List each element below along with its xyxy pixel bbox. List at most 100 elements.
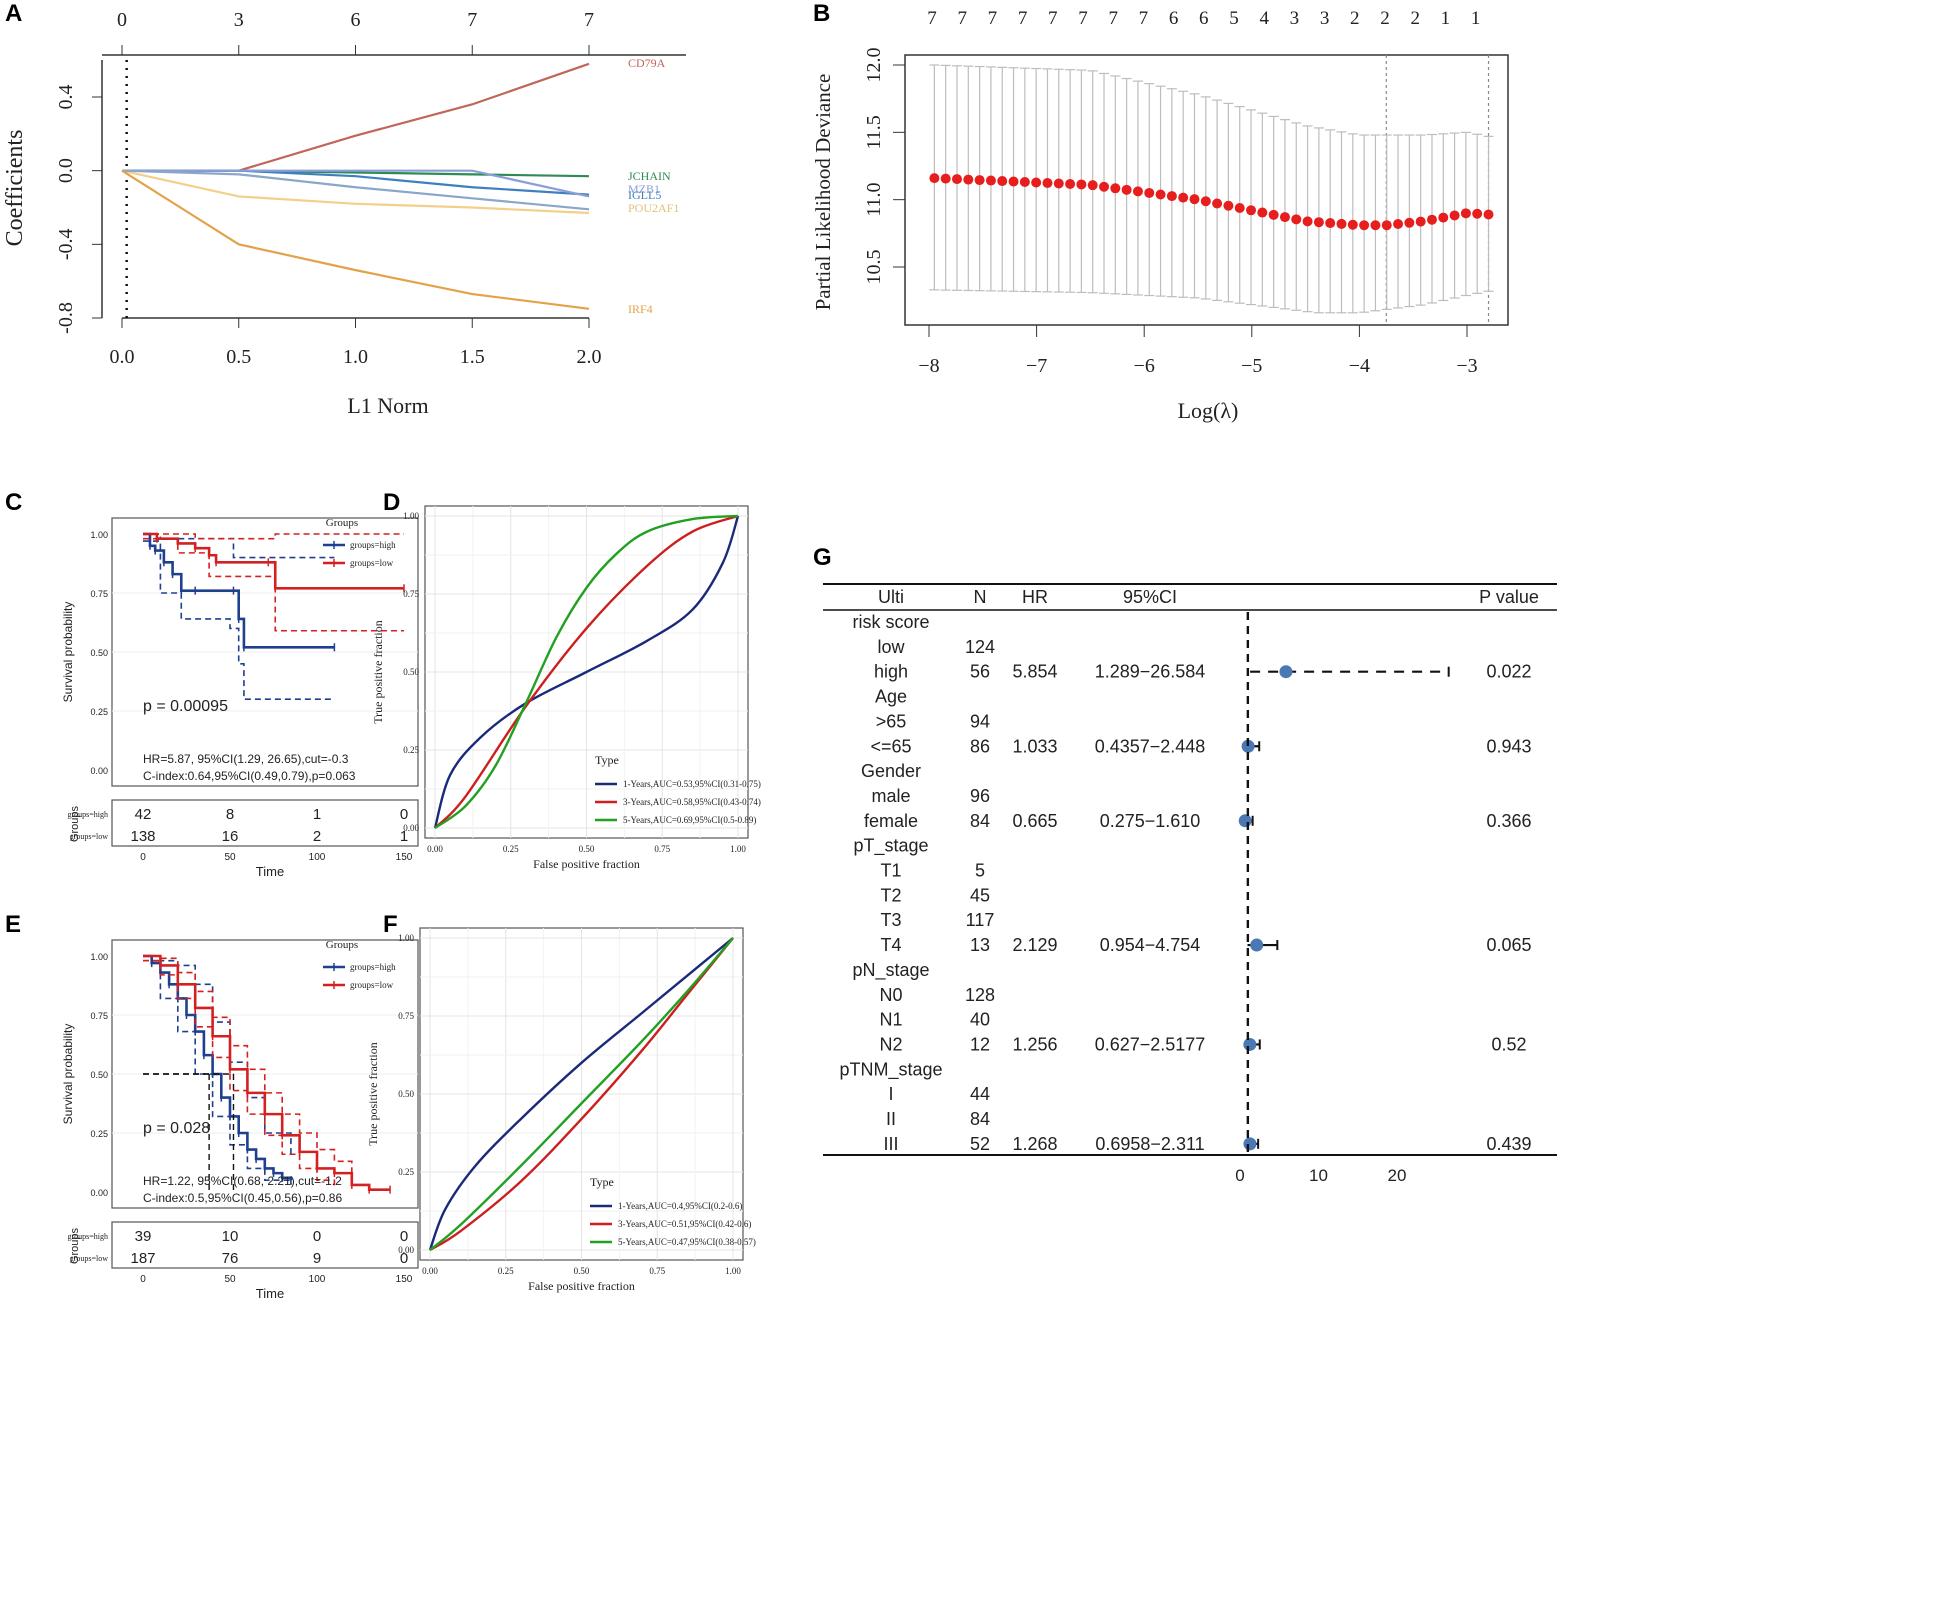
row-n: 94 — [970, 711, 990, 731]
roc-curve-1-year — [428, 937, 734, 1251]
x-tick-label: 1.5 — [460, 346, 485, 368]
deviance-point — [929, 173, 940, 184]
top-count-label: 7 — [1048, 8, 1058, 29]
y-tick-label: 0.00 — [398, 1245, 414, 1255]
panel-label-g: G — [813, 544, 832, 571]
row-label: female — [864, 811, 918, 831]
deviance-point — [997, 176, 1008, 187]
deviance-point — [1483, 209, 1494, 220]
x-tick-label: 10 — [1309, 1166, 1328, 1185]
row-ci: 1.289−26.584 — [1095, 662, 1206, 682]
risk-row-label: groups=low — [70, 832, 109, 841]
deviance-point — [1302, 216, 1313, 227]
panel-f-roc: 0.00 0.25 0.50 0.75 1.00 0.00 0.25 0.50 0.75 1.00… — [366, 927, 756, 1293]
coef-line-series-5 — [121, 169, 590, 211]
risk-count: 187 — [130, 1250, 155, 1267]
hr-point — [1241, 739, 1255, 753]
deviance-point — [1155, 189, 1166, 200]
row-n: 128 — [965, 985, 995, 1005]
deviance-point — [1008, 176, 1019, 187]
y-tick-label: 0.00 — [403, 823, 419, 833]
row-n: 117 — [966, 910, 995, 930]
coef-line-cd79a — [122, 62, 590, 172]
row-n: 124 — [965, 637, 995, 657]
deviance-point — [1426, 214, 1437, 225]
y-tick-label: 12.0 — [863, 48, 885, 83]
ci-lower-high — [143, 540, 335, 700]
y-axis-title: Partial Likelihood Deviance — [811, 74, 835, 311]
x-tick-label: 150 — [396, 852, 413, 863]
y-tick-label: 0.75 — [403, 589, 419, 599]
y-tick-label: 1.00 — [90, 952, 108, 962]
risk-count: 2 — [313, 828, 321, 845]
row-hr: 2.129 — [1012, 935, 1057, 955]
gene-label: JCHAIN — [628, 169, 671, 183]
deviance-point — [1223, 200, 1234, 211]
x-tick-label: 0.00 — [427, 844, 443, 854]
x-tick-label: 0.50 — [579, 844, 595, 854]
row-label: N2 — [879, 1034, 902, 1054]
y-tick-label: 0.0 — [55, 158, 77, 183]
x-tick-label: 50 — [224, 852, 236, 863]
row-label: >65 — [876, 711, 907, 731]
row-label: male — [871, 786, 910, 806]
y-tick-label: 1.00 — [398, 933, 414, 943]
deviance-point — [1212, 198, 1223, 209]
row-ci: 0.954−4.754 — [1100, 935, 1201, 955]
row-p-value: 0.022 — [1486, 662, 1531, 682]
y-tick-label: 11.5 — [863, 115, 885, 149]
panel-a-lasso-path: 0.0 0 0.5 3 1.0 6 1.5 7 2.0 7 -0.8 -0.4 0.0 0.4 L1 Nor… — [2, 9, 686, 418]
deviance-point — [1234, 203, 1245, 214]
deviance-point — [974, 175, 985, 186]
risk-table-frame — [111, 799, 419, 847]
deviance-point — [1053, 178, 1064, 189]
row-n: 84 — [970, 811, 990, 831]
x-tick-label: 1.00 — [725, 1266, 741, 1276]
row-label: T4 — [880, 935, 901, 955]
deviance-point — [1336, 218, 1347, 229]
roc-curve-1-year — [433, 515, 740, 829]
deviance-point — [1019, 177, 1030, 188]
row-n: 86 — [970, 736, 990, 756]
deviance-point — [1279, 212, 1290, 223]
row-n: 52 — [970, 1134, 990, 1154]
gene-label: MZB1 — [628, 182, 660, 196]
deviance-point — [940, 173, 951, 184]
deviance-point — [1438, 212, 1449, 223]
panel-c-kaplan-meier: 0.00 0.25 0.50 0.75 1.00 Survival probability… — [61, 517, 419, 879]
row-label: I — [888, 1084, 893, 1104]
deviance-point — [963, 174, 974, 185]
row-label: pTNM_stage — [839, 1059, 942, 1080]
column-header: N — [974, 587, 987, 607]
top-count-label: 7 — [1139, 8, 1149, 29]
y-tick-label: 0.25 — [90, 1129, 108, 1139]
legend-label: groups=low — [350, 558, 394, 568]
x-tick-label: 20 — [1388, 1166, 1407, 1185]
row-label: III — [883, 1134, 898, 1154]
row-label: Age — [875, 687, 907, 707]
risk-table-frame — [111, 1221, 419, 1269]
coef-line-mzb1 — [122, 169, 590, 198]
row-label: N0 — [879, 985, 902, 1005]
x-tick-label: 2.0 — [577, 346, 602, 368]
top-count-label: 1 — [1441, 8, 1451, 29]
survival-curve-high — [143, 532, 335, 649]
hr-point — [1238, 814, 1252, 828]
y-tick-label: 10.5 — [863, 250, 885, 285]
row-n: 45 — [970, 885, 990, 905]
risk-count: 42 — [135, 806, 152, 823]
x-axis-title: Time — [256, 1286, 284, 1301]
x-tick-label: 150 — [396, 1274, 413, 1285]
y-tick-label: 0.50 — [90, 1070, 108, 1080]
gene-label: CD79A — [628, 56, 666, 70]
x-tick-label: 0 — [1235, 1166, 1244, 1185]
row-n: 56 — [970, 662, 990, 682]
legend-label: 5-Years,AUC=0.47,95%CI(0.38-0.57) — [618, 1237, 756, 1247]
top-tick-label: 7 — [584, 9, 594, 31]
top-tick-label: 0 — [117, 9, 127, 31]
column-header: 95%CI — [1123, 587, 1177, 607]
x-tick-label: 0.00 — [422, 1266, 438, 1276]
roc-curve-5-year — [434, 514, 739, 829]
x-axis-title: Log(λ) — [1178, 398, 1239, 423]
row-p-value: 0.439 — [1486, 1134, 1531, 1154]
